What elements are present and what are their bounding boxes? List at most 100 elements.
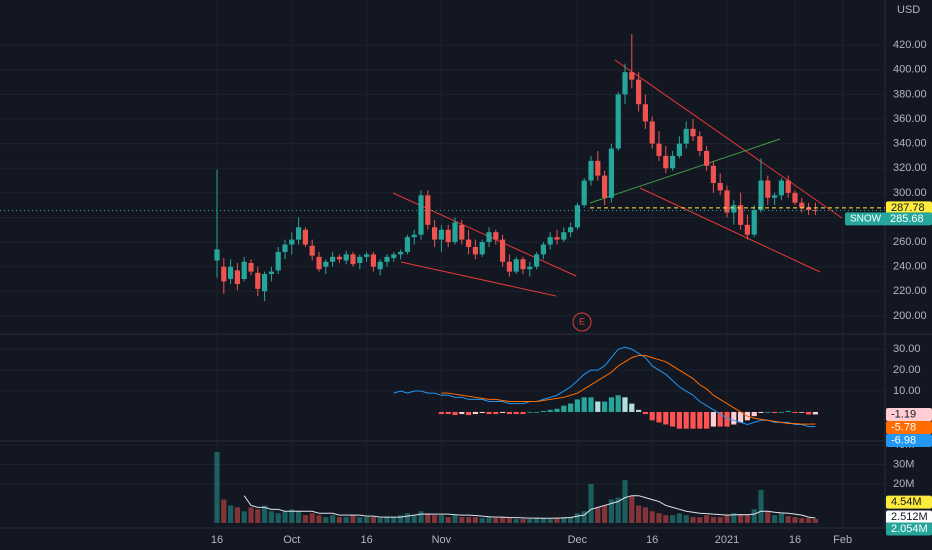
volume-bar [289,509,295,523]
volume-bar [221,499,227,523]
macd-histogram-bar [520,411,526,415]
macd-histogram-bar [466,411,472,416]
candle-body [778,180,784,196]
candle-body [472,246,478,255]
candle-body [377,261,383,270]
candle-body [411,234,417,238]
volume-bar [670,515,676,523]
candle-body [513,259,519,272]
trend-line [400,261,557,297]
macd-histogram-bar [778,411,784,413]
volume-bar [792,517,798,523]
candle-body [343,254,349,261]
candle-body [568,227,574,233]
macd-line [393,346,816,428]
candle-body [234,270,240,284]
y-tick-label: 200.00 [893,310,927,322]
volume-bar [568,517,574,523]
macd-histogram-bar [642,411,648,415]
volume-bar [704,515,710,523]
grid [0,0,885,528]
candle-body [738,205,744,225]
candle-body [697,136,703,152]
candle-body [547,237,553,245]
y-tick-label: 30.00 [893,343,921,355]
macd-histogram-bar [697,411,703,429]
earnings-label[interactable]: E [579,316,585,326]
volume-bar [806,518,812,523]
candle-body [404,237,410,252]
candle-body [574,205,580,228]
candle-body [336,256,342,260]
volume-bar [595,507,601,523]
candle-body [615,94,621,149]
last-price-label: 285.68 [890,213,924,225]
candle-body [649,121,655,144]
trend-line [639,187,821,273]
macd-histogram-bar [724,411,730,427]
candle-body [704,151,710,166]
y-tick-label: 10.00 [893,385,921,397]
volume-bar [323,517,329,523]
volume-bar [649,511,655,523]
volume-bar [268,511,274,523]
macd-histogram-bar [683,411,689,429]
candle-body [459,224,465,240]
candle-body [214,249,220,261]
y-tick-label: 260.00 [893,236,927,248]
macd-histogram-bar [534,411,540,413]
candle-body [493,232,499,240]
volume-bar [534,518,540,523]
volume-bar [772,515,778,523]
volume-bar [690,517,696,523]
volume-bar [255,509,261,523]
earnings-icon[interactable] [572,312,592,332]
volume-bar [228,505,234,523]
macd-histogram-bar [812,411,818,415]
volume-bar [751,509,757,523]
candle-body [241,261,247,279]
candle-body [248,262,254,272]
volume-bar [608,499,614,523]
volume-bar [282,511,288,523]
y-tick-label: 380.00 [893,88,927,100]
volume-bar [540,518,546,523]
signal-value-label-bg [886,420,932,434]
candle-body [466,239,472,247]
y-tick-label: 320.00 [893,162,927,174]
candle-body [799,202,805,208]
volume-bar [656,513,662,523]
macd-histogram-bar [588,397,594,412]
candle-body [806,207,812,211]
candle-body [642,104,648,122]
candle-body [534,254,540,267]
candle-body [445,229,451,243]
volume-bar [438,515,444,523]
macd-histogram-bar [472,411,478,415]
volume-bar [744,515,750,523]
macd-histogram-bar [479,411,485,413]
x-tick-label: 16 [646,534,658,546]
volume-bar [636,505,642,523]
candle-body [812,210,818,212]
x-tick-label: 16 [789,534,801,546]
macd-histogram-bar [500,411,506,413]
candle-body [554,237,560,240]
volume-bar [459,517,465,523]
volume-bar [377,518,383,523]
volume-bar [642,507,648,523]
volume-bar [738,515,744,523]
macd-histogram-bar [574,399,580,412]
volume-bar [411,515,417,523]
macd-histogram-bar [649,411,655,421]
candle-body [255,272,261,289]
x-tick-label: Oct [283,534,300,546]
candle-body [527,266,533,270]
candle-body [500,239,506,262]
volume-bar [547,519,553,523]
y-tick-label: 300.00 [893,187,927,199]
candle-body [418,195,424,235]
candle-body [758,180,764,211]
